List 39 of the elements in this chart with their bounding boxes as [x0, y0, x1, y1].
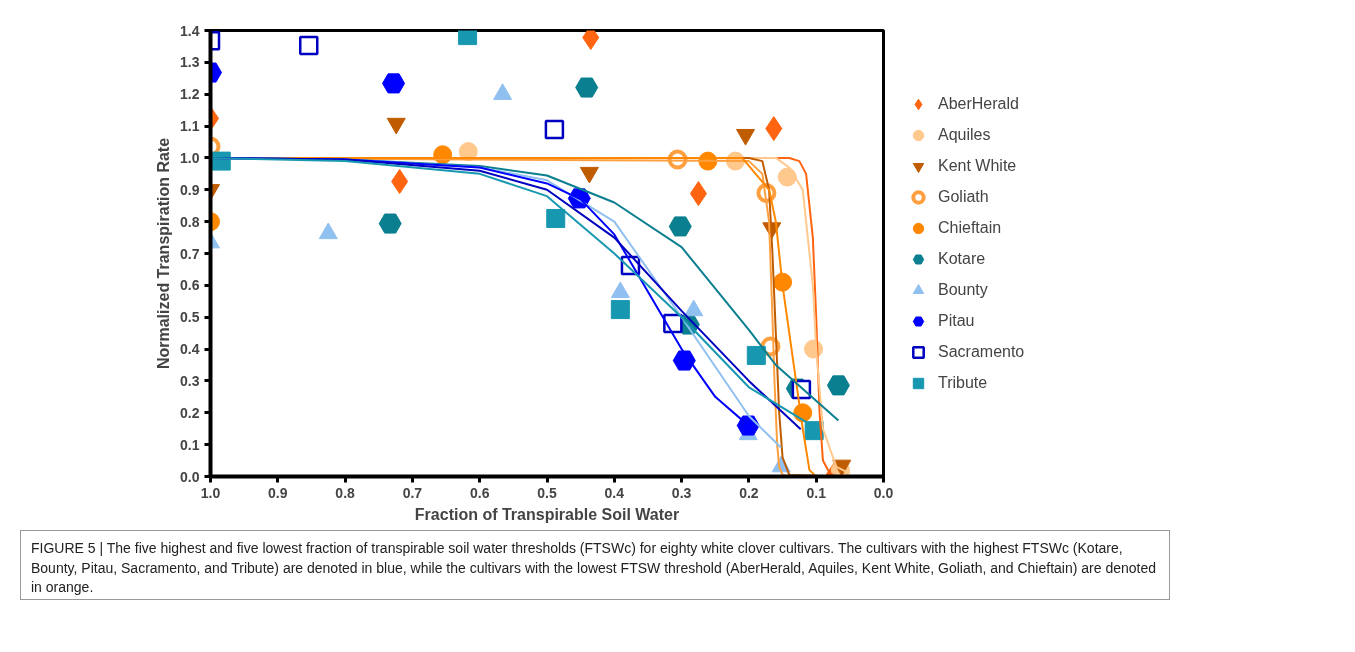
y-tick-label: 0.5 [180, 309, 200, 326]
y-tick-label: 1.0 [180, 149, 200, 166]
x-tick-label: 0.1 [806, 484, 827, 501]
y-tick-label: 0.0 [180, 468, 200, 485]
x-tick-label: 0.0 [873, 484, 894, 501]
y-tick-label: 1.3 [180, 54, 200, 71]
y-tick-label: 1.4 [180, 22, 200, 39]
x-tick-label: 0.3 [671, 484, 692, 501]
legend-label: Tribute [938, 374, 988, 392]
y-tick-label: 1.1 [180, 118, 200, 135]
legend-label: Bounty [938, 281, 988, 299]
y-tick-label: 0.3 [180, 372, 200, 389]
x-tick-label: 0.5 [537, 484, 557, 501]
y-tick-label: 0.2 [180, 404, 200, 421]
y-tick-label: 0.4 [180, 341, 200, 358]
y-tick-label: 0.1 [180, 436, 200, 453]
legend-label: Kotare [938, 250, 986, 268]
y-tick-label: 0.9 [180, 181, 200, 198]
y-tick-label: 0.6 [180, 277, 200, 294]
x-tick-label: 0.6 [469, 484, 490, 501]
x-tick-label: 0.9 [268, 484, 288, 501]
legend-label: Chieftain [938, 219, 1002, 237]
x-tick-label: 0.7 [402, 484, 423, 501]
y-tick-label: 0.8 [180, 213, 200, 230]
x-tick-label: 0.2 [739, 484, 759, 501]
x-tick-label: 0.4 [604, 484, 625, 501]
x-tick-label: 0.8 [335, 484, 356, 501]
caption: FIGURE 5 | The five highest and five lowest fraction of transpirable soil water thresholds (FTSWc) for eighty white clover cultivars. The cultivars with the highest FTSWc (Kotare, Bounty, Pitau, Sacramento, and Tribute) are denoted in blue, while the cultivars with the lowest FTSW threshold (AberHerald, Aquiles, Kent White, Goliath, and Chieftain) are denoted in orange. [31, 539, 1157, 598]
legend-label: Goliath [938, 188, 989, 206]
x-tick-label: 1.0 [200, 484, 221, 501]
x-axis-title: Fraction of Transpirable Soil Water [414, 505, 680, 523]
y-tick-label: 0.7 [180, 245, 200, 262]
legend-label: AberHerald [938, 95, 1019, 113]
legend-label: Aquiles [938, 126, 991, 144]
y-tick-label: 1.2 [180, 86, 200, 103]
legend-label: Sacramento [938, 343, 1025, 361]
y-axis-title: Normalized Transpiration Rate [155, 137, 173, 370]
legend-label: Pitau [938, 312, 975, 330]
legend-label: Kent White [938, 157, 1017, 175]
